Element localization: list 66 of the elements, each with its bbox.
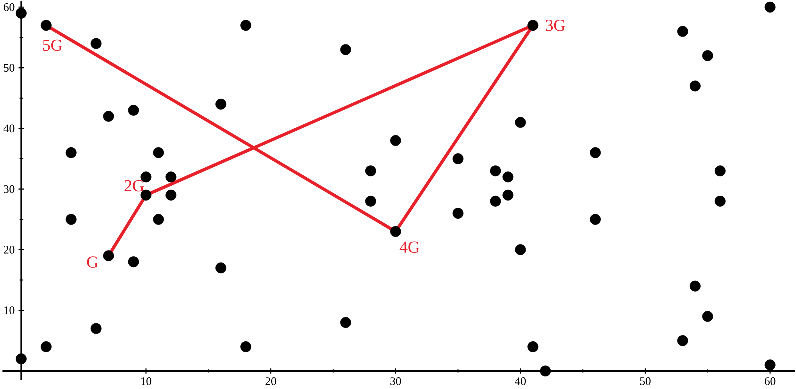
point [66,214,77,226]
point [153,148,164,158]
point [240,342,252,352]
point [515,244,526,256]
point [515,117,526,128]
point [590,148,602,158]
x-tick-label: 50 [640,378,651,386]
point [103,250,114,262]
annotation: 4G [400,242,420,254]
x-tick-label: 30 [390,378,402,386]
point [216,262,227,274]
point [452,208,464,220]
point [490,166,502,177]
point [714,166,726,177]
y-tick-label: 20 [4,246,15,254]
point [16,8,27,19]
point [702,50,714,62]
annotation: 3G [546,20,566,32]
x-tick-label: 40 [515,378,526,386]
annotation: 2G [124,180,144,192]
point [128,256,140,268]
point [764,2,776,13]
point [390,135,402,146]
point [702,311,714,322]
annotation: 5G [43,40,62,52]
point [66,148,77,158]
x-tick-label: 10 [141,378,152,386]
point [490,196,502,207]
y-tick-label: 50 [4,64,15,72]
y-tick-label: 30 [4,185,15,194]
point [40,342,52,352]
y-tick-label: 40 [4,124,15,133]
point [690,280,701,292]
point [166,172,177,183]
point [677,26,688,38]
point [690,80,701,92]
point [764,360,776,371]
point [590,214,602,226]
x-tick-label: 20 [266,378,276,386]
point [365,196,376,207]
y-tick-label: 60 [4,4,15,12]
annotation: G [87,256,98,268]
point [714,196,726,207]
point [502,172,514,183]
point [166,190,177,201]
point [153,214,164,226]
point [502,190,514,201]
point [452,154,464,165]
point [90,38,102,50]
point [128,105,140,116]
point [540,366,552,377]
point [677,335,688,346]
point [90,323,102,334]
point [216,99,227,110]
y-tick-label: 10 [4,306,15,315]
point [240,20,252,32]
point [340,317,352,328]
point [390,226,402,238]
point [16,354,27,365]
point [103,111,114,122]
point [528,20,539,32]
point [340,44,352,56]
point [365,166,376,177]
x-tick-label: 60 [765,378,776,386]
point [528,342,539,352]
point [40,20,52,32]
